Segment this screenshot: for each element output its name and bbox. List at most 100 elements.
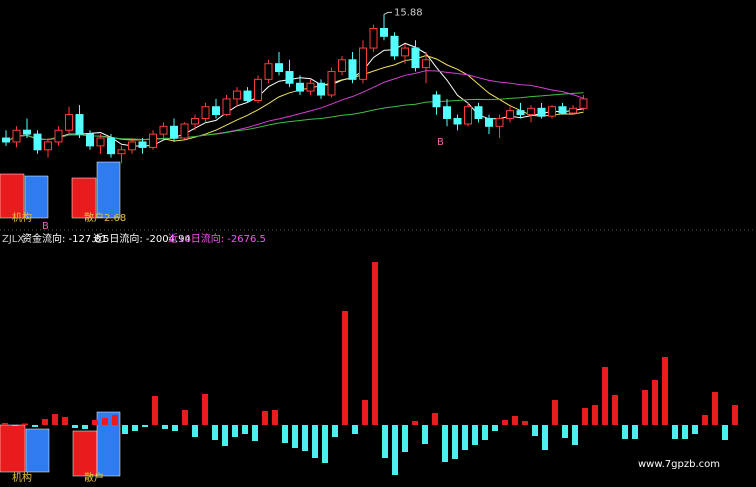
bar: [22, 423, 28, 425]
bar: [332, 425, 338, 437]
bar: [232, 425, 238, 437]
candle-body: [86, 133, 94, 147]
candle-body: [359, 47, 367, 80]
candle-body: [233, 90, 241, 100]
candle-body: [254, 78, 262, 101]
bar: [722, 425, 728, 440]
candle-body: [443, 106, 451, 119]
candle-body: [390, 35, 399, 57]
bar: [262, 411, 268, 425]
bar: [572, 425, 578, 445]
candle-body: [117, 149, 126, 155]
bar: [622, 425, 628, 439]
candle-body: [453, 117, 462, 125]
bar: [272, 410, 278, 425]
bar: [362, 400, 368, 425]
bar: [532, 425, 538, 436]
box: [72, 430, 98, 477]
label: 散户2.68: [84, 211, 126, 224]
annotation-line: [383, 11, 392, 15]
bar: [322, 425, 328, 463]
bar: [132, 425, 138, 431]
label: 机构: [12, 211, 32, 224]
label: B: [42, 221, 49, 232]
legend-item: 近10日流向: -2676.5: [168, 232, 266, 245]
bar: [492, 425, 498, 431]
bar: [192, 425, 198, 437]
bar: [542, 425, 548, 450]
candle-body: [96, 137, 105, 147]
box: [0, 424, 26, 473]
candle-body: [222, 98, 231, 116]
candle-body: [401, 47, 409, 57]
bar: [112, 415, 118, 425]
bar: [602, 367, 608, 425]
legend-item: 近5日流向: -2004.94: [93, 232, 191, 245]
ma-line: [5, 92, 584, 143]
bar: [462, 425, 468, 450]
bar: [482, 425, 488, 440]
bar: [152, 396, 158, 425]
bar: [692, 425, 698, 434]
bar: [172, 425, 178, 431]
candle-body: [338, 59, 346, 73]
candle-body: [23, 129, 31, 135]
candle-body: [369, 27, 378, 49]
candle-body: [527, 107, 535, 116]
bar: [82, 425, 88, 429]
candle-body: [411, 47, 420, 69]
candle-body: [128, 141, 136, 151]
bar: [142, 425, 148, 427]
candle-body: [296, 82, 304, 92]
candle-body: [422, 59, 430, 69]
label: 机构: [12, 471, 32, 484]
candle-body: [348, 59, 357, 80]
watermark: www.7gpzb.com: [638, 459, 720, 470]
bar: [592, 405, 598, 425]
box: [25, 428, 50, 473]
bar: [12, 425, 18, 426]
bar: [62, 417, 68, 425]
bar: [712, 392, 718, 425]
candle-body: [33, 133, 42, 151]
legend-item: ZJLX: [2, 234, 24, 245]
bar: [162, 425, 168, 429]
candle-body: [212, 106, 220, 116]
bar: [702, 415, 708, 425]
candle-body: [107, 137, 115, 155]
bar: [102, 418, 108, 425]
bar: [242, 425, 248, 434]
candle-body: [317, 82, 325, 96]
candle-body: [579, 98, 588, 109]
candle-body: [170, 125, 178, 139]
bar: [732, 405, 738, 425]
candle-body: [275, 63, 283, 73]
candle-body: [75, 114, 84, 135]
box: [24, 175, 49, 219]
bar: [2, 423, 8, 425]
bar: [422, 425, 428, 444]
candle-body: [432, 94, 441, 108]
bar: [312, 425, 318, 458]
candle-body: [201, 106, 210, 119]
bar: [442, 425, 448, 462]
box: [0, 173, 25, 219]
bar: [292, 425, 298, 448]
candle-body: [506, 110, 514, 119]
candle-body: [516, 110, 525, 116]
bar: [562, 425, 568, 438]
candle-body: [558, 106, 567, 114]
candle-body: [474, 106, 483, 119]
bar: [372, 262, 378, 425]
bar: [522, 421, 528, 425]
box: [96, 411, 121, 477]
bar: [642, 390, 648, 425]
bar: [182, 410, 188, 425]
candle-body: [149, 133, 157, 148]
label: B: [437, 137, 444, 148]
candle-body: [159, 125, 168, 135]
candle-body: [327, 71, 336, 96]
candle-body: [12, 129, 21, 143]
bar: [52, 414, 58, 425]
